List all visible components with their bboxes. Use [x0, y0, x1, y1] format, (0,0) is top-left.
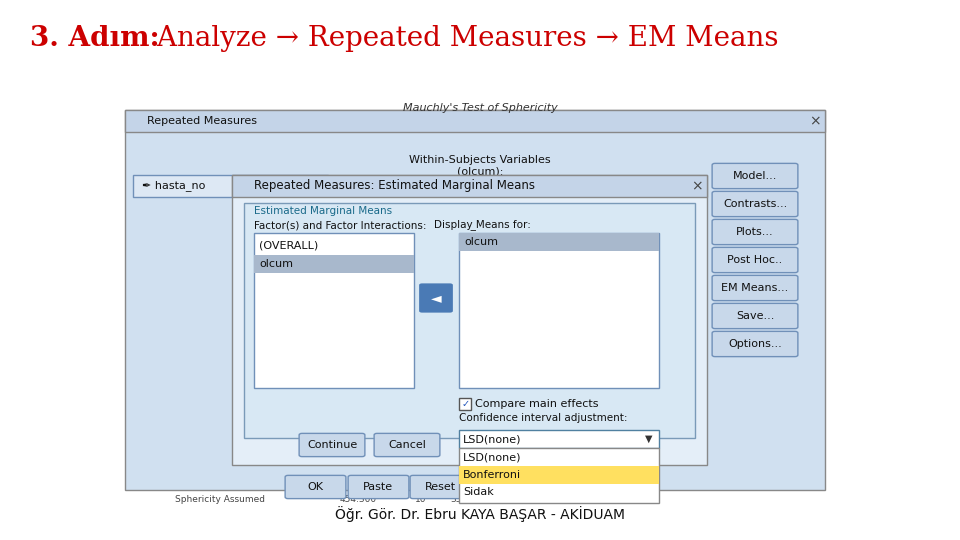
- Text: Cancel: Cancel: [388, 440, 426, 450]
- Text: Save...: Save...: [735, 311, 774, 321]
- Text: Continue: Continue: [307, 440, 357, 450]
- Text: Öğr. Gör. Dr. Ebru KAYA BAŞAR - AKİDUAM: Öğr. Gör. Dr. Ebru KAYA BAŞAR - AKİDUAM: [335, 506, 625, 522]
- FancyBboxPatch shape: [420, 284, 453, 313]
- Text: EM Means...: EM Means...: [721, 283, 788, 293]
- Text: Reset: Reset: [424, 482, 456, 492]
- Text: LSD(none): LSD(none): [463, 453, 521, 463]
- Text: 10: 10: [415, 496, 426, 504]
- Text: Display ̲Means for:: Display ̲Means for:: [434, 220, 531, 231]
- FancyBboxPatch shape: [712, 332, 798, 356]
- Text: olcum: olcum: [259, 259, 293, 269]
- Text: ✒ hasta_no: ✒ hasta_no: [142, 180, 205, 192]
- Text: LSD(none): LSD(none): [463, 434, 521, 444]
- FancyBboxPatch shape: [712, 275, 798, 301]
- Text: Model...: Model...: [732, 171, 778, 181]
- Text: Paste: Paste: [363, 482, 393, 492]
- FancyBboxPatch shape: [712, 191, 798, 217]
- FancyBboxPatch shape: [348, 475, 409, 498]
- Text: olcum: olcum: [464, 237, 498, 247]
- FancyBboxPatch shape: [536, 475, 597, 498]
- FancyBboxPatch shape: [232, 175, 707, 465]
- Text: Within-Subjects Variables: Within-Subjects Variables: [409, 155, 551, 165]
- Text: 454.300: 454.300: [340, 496, 377, 504]
- Text: Factor(s) and Factor Interactions:: Factor(s) and Factor Interactions:: [254, 220, 426, 230]
- Text: (OVERALL): (OVERALL): [259, 241, 319, 251]
- Text: Repeated Measures: Estimated Marginal Means: Repeated Measures: Estimated Marginal Me…: [254, 179, 535, 192]
- FancyBboxPatch shape: [712, 164, 798, 188]
- Text: Confidence interval adjustment:: Confidence interval adjustment:: [459, 413, 628, 423]
- FancyBboxPatch shape: [254, 255, 414, 273]
- FancyBboxPatch shape: [254, 233, 414, 388]
- FancyBboxPatch shape: [430, 183, 610, 248]
- FancyBboxPatch shape: [459, 233, 659, 388]
- FancyBboxPatch shape: [285, 475, 346, 498]
- Text: (olcum):: (olcum):: [457, 167, 503, 177]
- Text: Analyze → Repeated Measures → EM Means: Analyze → Repeated Measures → EM Means: [148, 25, 779, 52]
- FancyBboxPatch shape: [232, 175, 707, 197]
- Text: 35.322: 35.322: [450, 496, 481, 504]
- Text: Sphericity Assumed: Sphericity Assumed: [175, 496, 265, 504]
- FancyBboxPatch shape: [712, 247, 798, 273]
- Text: Cancel: Cancel: [485, 482, 523, 492]
- FancyBboxPatch shape: [459, 466, 659, 484]
- FancyBboxPatch shape: [244, 203, 695, 438]
- Text: OK: OK: [307, 482, 323, 492]
- FancyBboxPatch shape: [133, 175, 328, 197]
- FancyBboxPatch shape: [459, 398, 471, 410]
- FancyBboxPatch shape: [459, 448, 659, 503]
- Text: Estimated Marginal Means: Estimated Marginal Means: [254, 206, 392, 216]
- FancyBboxPatch shape: [459, 430, 659, 448]
- Text: ▼: ▼: [645, 434, 653, 444]
- Text: Sidak: Sidak: [463, 487, 493, 497]
- Text: Plots...: Plots...: [736, 227, 774, 237]
- Text: ◄: ◄: [431, 291, 442, 305]
- Text: ×: ×: [691, 179, 703, 193]
- Text: Help: Help: [553, 482, 579, 492]
- Text: Post Hoc..: Post Hoc..: [728, 255, 782, 265]
- FancyBboxPatch shape: [712, 303, 798, 329]
- Text: Options...: Options...: [728, 339, 781, 349]
- Text: Bonferroni: Bonferroni: [463, 470, 521, 480]
- Text: Contrasts...: Contrasts...: [723, 199, 787, 209]
- FancyBboxPatch shape: [474, 475, 535, 498]
- FancyBboxPatch shape: [712, 219, 798, 245]
- FancyBboxPatch shape: [459, 233, 659, 251]
- Text: Compare main effects: Compare main effects: [475, 399, 598, 409]
- FancyBboxPatch shape: [125, 110, 825, 490]
- Text: ✓: ✓: [462, 399, 470, 409]
- Text: 3. Adım:: 3. Adım:: [30, 25, 159, 52]
- FancyBboxPatch shape: [410, 475, 471, 498]
- Text: Repeated Measures: Repeated Measures: [147, 116, 257, 126]
- FancyBboxPatch shape: [125, 110, 825, 132]
- FancyBboxPatch shape: [300, 434, 365, 457]
- Text: ×: ×: [809, 114, 821, 128]
- FancyBboxPatch shape: [374, 434, 440, 457]
- Text: Mauchly's Test of Sphericity: Mauchly's Test of Sphericity: [402, 103, 558, 113]
